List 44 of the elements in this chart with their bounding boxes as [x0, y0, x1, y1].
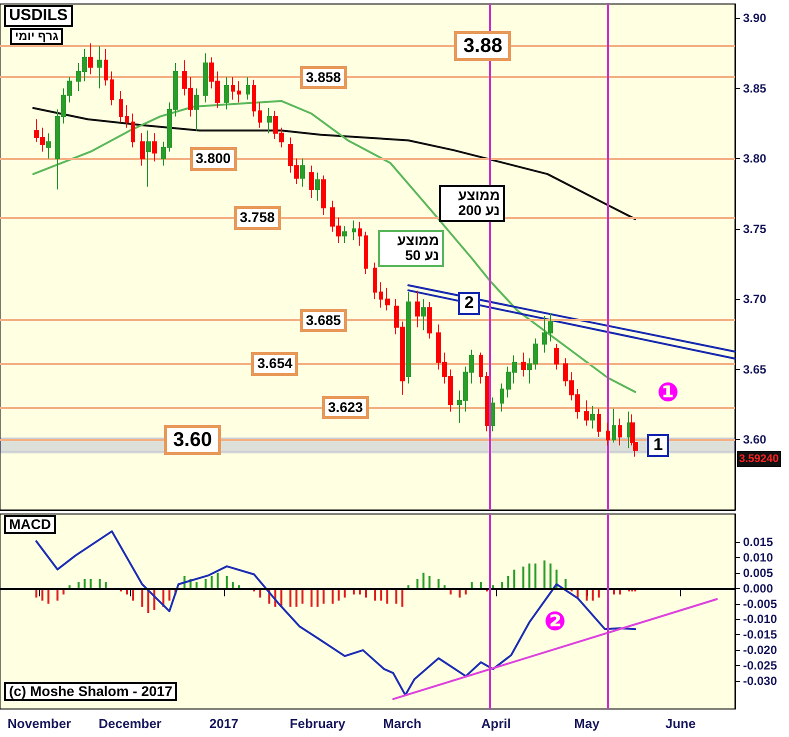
ref-line-label: 3.654 [251, 352, 298, 376]
y-tick-label: -0.005 [743, 596, 778, 611]
y-tick-label: -0.010 [743, 612, 778, 626]
x-tick-label: 2017 [209, 716, 238, 731]
x-tick-label: May [574, 716, 600, 731]
annotation: 2 [458, 292, 480, 315]
y-tick-label: 0.000 [743, 581, 774, 596]
band-label: 1 [647, 434, 669, 457]
ref-line-label: 3.623 [322, 396, 369, 420]
ref-line-label: 3.858 [300, 66, 347, 89]
y-tick-label: 3.80 [743, 152, 767, 166]
ref-line-label: 3.88 [454, 31, 512, 62]
chart-title: USDILS [4, 5, 73, 27]
y-tick-label: 3.85 [743, 81, 767, 96]
ref-line-label: 3.800 [190, 147, 237, 170]
y-tick-label: -0.020 [743, 643, 778, 658]
annotation: ❷ [544, 606, 566, 636]
series-label: ממוצע נע 200 [438, 184, 505, 222]
y-tick-label: 3.75 [743, 222, 767, 236]
ref-line-label: 3.758 [234, 206, 281, 230]
x-tick-label: April [481, 716, 511, 731]
y-tick-label: 3.65 [743, 362, 767, 376]
y-tick-label: 3.90 [743, 11, 767, 26]
annotation: (c) Moshe Shalom - 2017 [4, 682, 178, 702]
x-tick-label: November [8, 716, 72, 731]
x-tick-label: March [383, 716, 422, 731]
y-tick-label: 3.70 [743, 292, 767, 306]
y-tick-label: -0.025 [743, 658, 778, 673]
y-tick-label: -0.030 [743, 674, 778, 688]
x-tick-label: December [98, 716, 162, 731]
y-tick-label: 0.005 [743, 566, 774, 580]
y-tick-label: 3.60 [743, 432, 767, 447]
text: 3.59240 [737, 451, 781, 468]
text: גרף יומי [10, 28, 64, 46]
x-tick-label: June [665, 716, 696, 731]
y-tick-label: -0.015 [743, 628, 778, 642]
x-tick-label: February [290, 716, 346, 731]
y-tick-label: 0.010 [743, 550, 774, 564]
ref-line-label: 3.60 [164, 424, 221, 455]
y-tick-label: 0.015 [743, 534, 774, 549]
series-label: ממוצע נע 50 [378, 230, 444, 267]
ref-line-label: 3.685 [300, 308, 347, 332]
chart-title: MACD [4, 515, 56, 534]
annotation: ❶ [657, 378, 680, 408]
